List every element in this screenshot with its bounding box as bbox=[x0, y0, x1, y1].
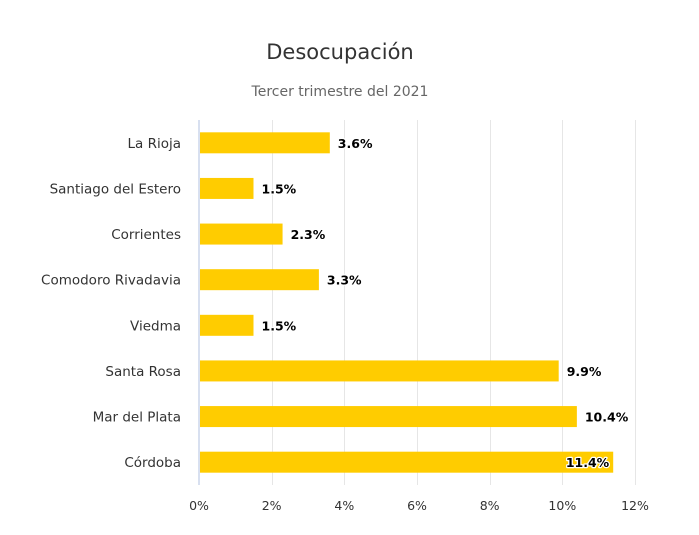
chart-subtitle: Tercer trimestre del 2021 bbox=[251, 84, 429, 100]
x-tick-label: 10% bbox=[548, 498, 576, 513]
chart-title: Desocupación bbox=[266, 40, 413, 64]
category-label: La Rioja bbox=[128, 136, 182, 152]
data-label: 1.5% bbox=[262, 181, 297, 196]
bar bbox=[200, 360, 559, 382]
data-label: 10.4% bbox=[585, 410, 629, 425]
data-label: 9.9% bbox=[567, 364, 602, 379]
category-label: Mar del Plata bbox=[93, 410, 181, 426]
bar bbox=[200, 314, 254, 336]
category-label: Corrientes bbox=[111, 227, 181, 243]
x-tick-label: 0% bbox=[189, 498, 209, 513]
category-label: Santiago del Estero bbox=[50, 181, 181, 197]
data-label: 1.5% bbox=[262, 318, 297, 333]
x-tick-label: 2% bbox=[262, 498, 282, 513]
gridlines bbox=[198, 120, 636, 485]
bar bbox=[200, 451, 614, 473]
value-axis-labels: 0% 2% 4% 6% 8% 10% 12% bbox=[189, 498, 649, 513]
x-tick-label: 4% bbox=[334, 498, 354, 513]
data-labels: 3.6% 1.5% 2.3% 3.3% 1.5% 9.9% 10.4% 11.4% bbox=[260, 135, 630, 472]
category-axis-labels: La Rioja Santiago del Estero Corrientes Com… bbox=[41, 136, 181, 471]
bar bbox=[200, 406, 577, 428]
category-label: Santa Rosa bbox=[105, 364, 181, 380]
category-label: Córdoba bbox=[124, 455, 181, 471]
x-tick-label: 8% bbox=[480, 498, 500, 513]
data-label: 3.3% bbox=[327, 273, 362, 288]
category-label: Viedma bbox=[130, 318, 181, 334]
data-label: 3.6% bbox=[338, 136, 373, 151]
bar bbox=[200, 223, 283, 245]
bars bbox=[200, 132, 614, 473]
x-tick-label: 6% bbox=[407, 498, 427, 513]
data-label: 2.3% bbox=[291, 227, 326, 242]
bar bbox=[200, 269, 319, 291]
x-tick-label: 12% bbox=[621, 498, 649, 513]
data-label: 11.4% bbox=[566, 455, 610, 470]
bar bbox=[200, 177, 254, 199]
category-label: Comodoro Rivadavia bbox=[41, 273, 181, 289]
bar bbox=[200, 132, 330, 154]
